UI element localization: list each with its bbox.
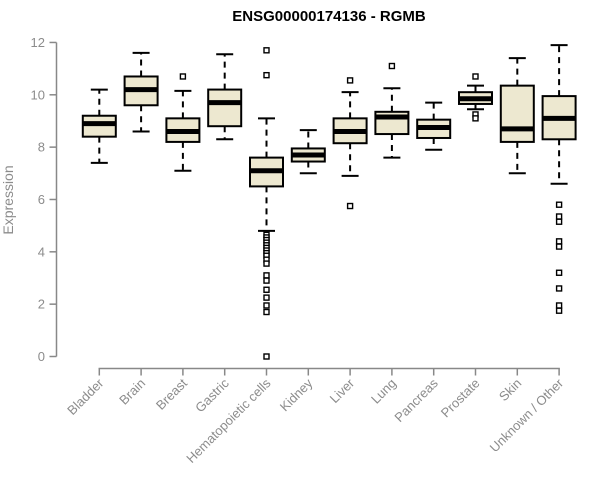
outlier-point: [555, 213, 563, 220]
boxes-group: [81, 44, 577, 360]
outlier-point: [263, 47, 270, 54]
outlier-point: [555, 218, 563, 225]
box-prostate: [458, 73, 493, 122]
outlier-point: [472, 73, 479, 80]
y-tick-label: 4: [38, 244, 45, 259]
outlier-point: [555, 307, 563, 314]
y-tick-label: 0: [38, 349, 45, 364]
box-pancreas: [416, 101, 452, 151]
outlier-point: [555, 238, 563, 245]
x-tick-label: Prostate: [438, 376, 483, 421]
box-unknown-other: [541, 44, 577, 314]
box-gastric: [207, 53, 243, 141]
x-tick-label: Bladder: [64, 375, 107, 418]
x-tick-label: Lung: [368, 376, 399, 407]
x-tick-label: Unknown / Other: [487, 375, 567, 455]
x-tick-label: Brain: [116, 376, 148, 408]
x-tick-label: Pancreas: [391, 375, 441, 425]
x-tick-label: Liver: [327, 375, 358, 406]
outlier-point: [555, 243, 563, 250]
outlier-point: [388, 62, 396, 70]
box-bladder: [81, 88, 117, 164]
outlier-point: [346, 202, 354, 210]
outlier-point: [555, 285, 563, 292]
y-axis-label: Expression: [0, 165, 16, 234]
box-liver: [332, 77, 368, 210]
outlier-point: [263, 277, 270, 284]
outlier-point: [179, 73, 187, 80]
x-tick-label: Kidney: [277, 375, 316, 414]
outlier-point: [346, 77, 354, 84]
y-tick-label: 12: [31, 35, 45, 50]
y-tick-label: 10: [31, 87, 45, 102]
outlier-point: [263, 294, 270, 301]
iqr-box: [499, 84, 535, 143]
outlier-point: [555, 302, 563, 309]
outlier-point: [263, 353, 270, 360]
outlier-point: [263, 260, 270, 267]
chart-title: ENSG00000174136 - RGMB: [232, 8, 426, 25]
iqr-box: [207, 88, 243, 128]
iqr-box: [81, 114, 117, 138]
outlier-point: [263, 272, 270, 279]
y-axis: 0 2 4 6 8 10 12: [31, 35, 58, 364]
outlier-point: [555, 269, 563, 276]
outlier-point: [263, 71, 270, 79]
x-tick-label: Breast: [153, 375, 190, 412]
x-tick-label: Gastric: [192, 375, 232, 415]
y-tick-label: 8: [38, 140, 45, 155]
outlier-point: [263, 302, 270, 309]
outlier-point: [555, 201, 563, 208]
box-breast: [165, 73, 201, 172]
box-skin: [499, 57, 535, 175]
outlier-point: [263, 286, 270, 293]
box-lung: [374, 62, 410, 159]
box-hematopoietic-cells: [249, 47, 284, 360]
x-tick-label: Skin: [496, 376, 524, 404]
box-kidney: [290, 129, 326, 175]
y-tick-label: 2: [38, 297, 45, 312]
box-brain: [123, 51, 159, 133]
y-tick-label: 6: [38, 192, 45, 207]
outlier-point: [263, 308, 270, 316]
outlier-point: [472, 115, 479, 122]
